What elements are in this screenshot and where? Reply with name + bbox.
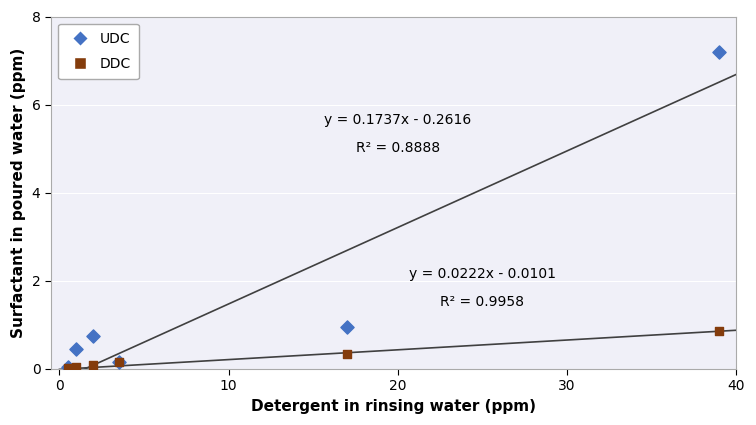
Text: y = 0.1737x - 0.2616: y = 0.1737x - 0.2616 <box>324 113 472 127</box>
Text: R² = 0.8888: R² = 0.8888 <box>356 142 440 155</box>
UDC <box>113 359 125 366</box>
DDC <box>62 365 74 371</box>
Y-axis label: Surfactant in poured water (ppm): Surfactant in poured water (ppm) <box>11 48 26 338</box>
UDC <box>713 48 725 55</box>
X-axis label: Detergent in rinsing water (ppm): Detergent in rinsing water (ppm) <box>251 399 536 414</box>
DDC <box>113 359 125 366</box>
UDC <box>62 364 74 371</box>
DDC <box>713 328 725 335</box>
Legend: UDC, DDC: UDC, DDC <box>58 23 139 79</box>
DDC <box>70 363 82 370</box>
Text: R² = 0.9958: R² = 0.9958 <box>440 295 525 309</box>
DDC <box>87 361 99 368</box>
DDC <box>341 351 353 358</box>
UDC <box>341 324 353 331</box>
Text: y = 0.0222x - 0.0101: y = 0.0222x - 0.0101 <box>409 267 556 281</box>
UDC <box>87 332 99 339</box>
UDC <box>70 346 82 352</box>
